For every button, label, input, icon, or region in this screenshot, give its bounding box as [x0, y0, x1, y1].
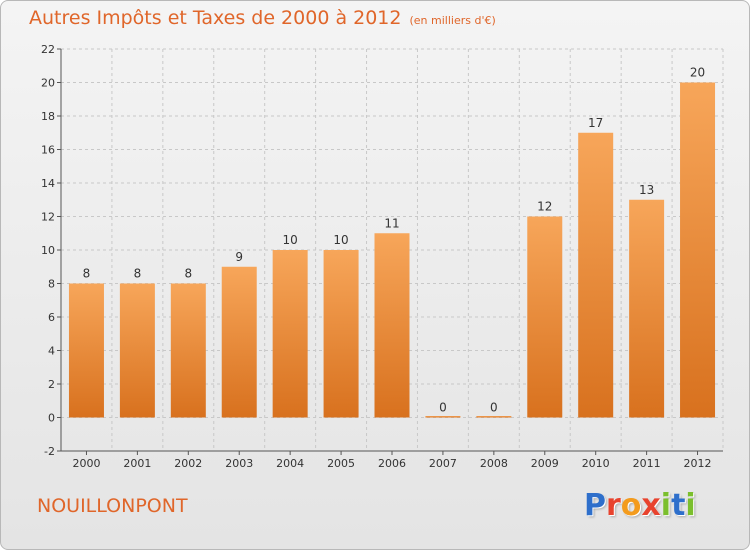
data-label: 9 [235, 250, 243, 264]
bar-2004 [272, 250, 308, 418]
logo-letter: t [671, 488, 686, 523]
y-tick-label: 12 [41, 211, 55, 224]
data-label: 0 [439, 401, 447, 415]
logo-letter: o [620, 488, 642, 523]
y-tick-label: 6 [48, 311, 55, 324]
x-tick-label: 2003 [225, 457, 253, 470]
bar-2011 [629, 199, 665, 418]
logo-letter: i [685, 488, 696, 523]
x-tick-label: 2005 [327, 457, 355, 470]
data-label: 8 [83, 267, 91, 281]
x-tick-label: 2012 [684, 457, 712, 470]
y-tick-label: 10 [41, 244, 55, 257]
bar-2009 [527, 216, 563, 418]
bar-2005 [323, 250, 359, 418]
bar-2007 [425, 416, 461, 418]
y-tick-label: 2 [48, 378, 55, 391]
y-tick-label: 18 [41, 110, 55, 123]
labels: -202468101214161820222000820018200282003… [41, 43, 712, 470]
x-tick-label: 2010 [582, 457, 610, 470]
data-label: 17 [588, 116, 603, 130]
chart-title-text: Autres Impôts et Taxes de 2000 à 2012 [29, 7, 402, 29]
logo-letter: x [641, 488, 661, 523]
logo-letter: r [606, 488, 621, 523]
y-tick-label: 0 [48, 412, 55, 425]
bar-2010 [578, 132, 614, 418]
x-tick-label: 2009 [531, 457, 559, 470]
bar-2003 [221, 266, 257, 418]
y-tick-label: 14 [41, 177, 55, 190]
data-label: 10 [283, 233, 298, 247]
logo-letter: P [584, 488, 606, 523]
y-tick-label: 22 [41, 43, 55, 56]
data-label: 0 [490, 401, 498, 415]
x-tick-label: 2001 [123, 457, 151, 470]
axes [57, 48, 723, 455]
bar-2002 [170, 283, 206, 418]
x-tick-label: 2006 [378, 457, 406, 470]
x-tick-label: 2008 [480, 457, 508, 470]
x-tick-label: 2007 [429, 457, 457, 470]
bar-2006 [374, 233, 410, 418]
x-tick-label: 2000 [72, 457, 100, 470]
proxiti-logo: Proxiti [584, 488, 696, 523]
data-label: 20 [690, 66, 705, 80]
bar-2000 [68, 283, 104, 418]
y-tick-label: 16 [41, 144, 55, 157]
bar-2012 [680, 82, 716, 418]
data-label: 8 [184, 267, 192, 281]
x-tick-label: 2002 [174, 457, 202, 470]
y-tick-label: 8 [48, 278, 55, 291]
data-label: 13 [639, 183, 654, 197]
bars [68, 82, 716, 418]
data-label: 11 [384, 216, 399, 230]
bar-2008 [476, 416, 512, 418]
chart-title: Autres Impôts et Taxes de 2000 à 2012 (en… [29, 7, 496, 29]
x-tick-label: 2004 [276, 457, 304, 470]
bar-2001 [119, 283, 155, 418]
y-tick-label: 20 [41, 77, 55, 90]
data-label: 8 [134, 267, 142, 281]
y-tick-label: 4 [48, 345, 55, 358]
logo-letter: i [660, 488, 672, 523]
x-tick-label: 2011 [633, 457, 661, 470]
commune-name: NOUILLONPONT [37, 495, 188, 517]
chart-subtitle: (en milliers d'€) [409, 14, 496, 27]
data-label: 10 [333, 233, 348, 247]
data-label: 12 [537, 200, 552, 214]
y-tick-label: -2 [44, 445, 55, 458]
